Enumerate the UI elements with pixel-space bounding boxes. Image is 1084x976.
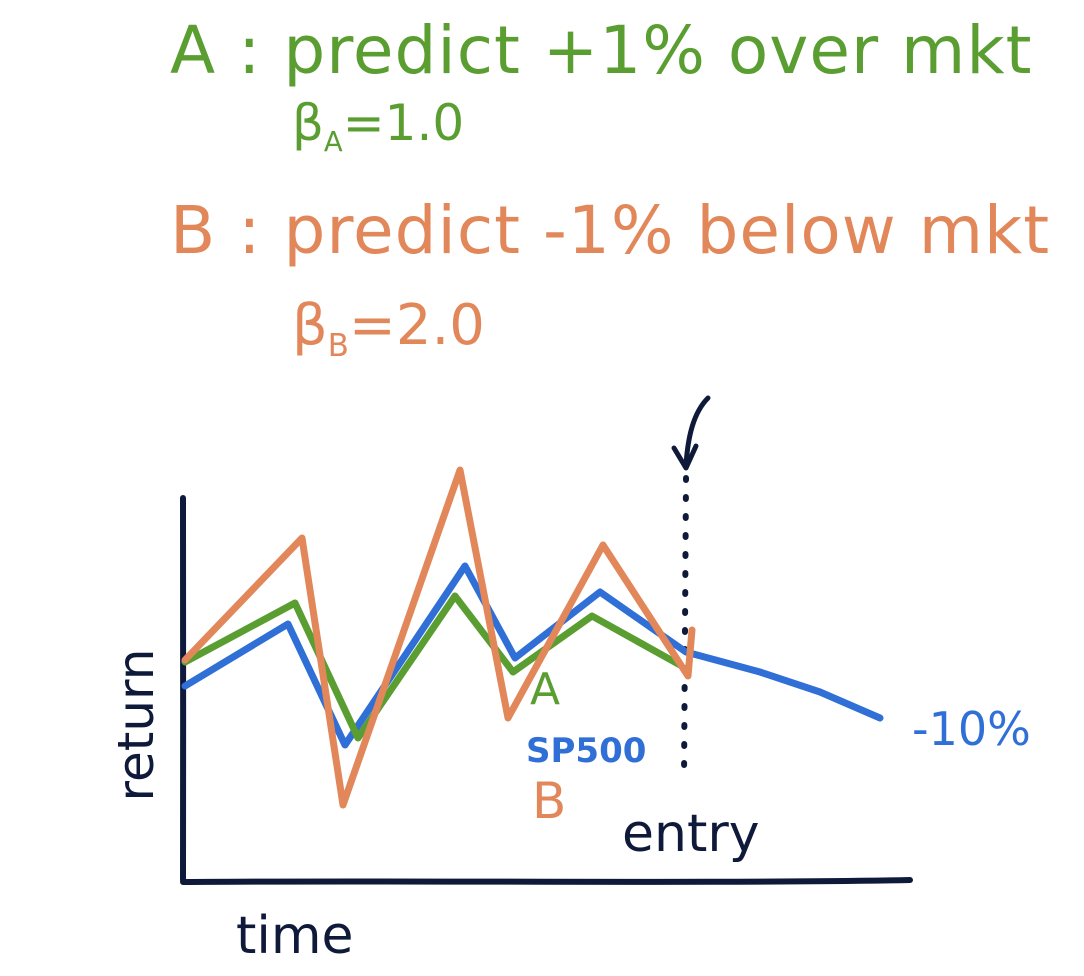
note-beta-a: βA=1.0 <box>292 98 464 157</box>
x-axis <box>180 877 913 885</box>
note-beta-b: βB=2.0 <box>292 298 485 362</box>
series-label-a: A <box>530 664 561 715</box>
note-a-letter: A <box>170 12 217 89</box>
entry-arrowhead <box>671 443 699 471</box>
beta-a-value: =1.0 <box>342 94 465 152</box>
series-label-b: B <box>532 772 567 830</box>
entry-dotted-line <box>681 475 689 783</box>
series-label-sp500: SP500 <box>526 731 647 771</box>
entry-label: entry <box>622 804 760 864</box>
y-axis <box>179 495 187 883</box>
y-axis-label: return <box>107 648 165 802</box>
x-axis-label: time <box>236 906 354 966</box>
beta-a-symbol: β <box>292 94 324 152</box>
beta-b-subscript: B <box>327 328 349 365</box>
future-return-label: -10% <box>912 702 1031 756</box>
stock-a-line <box>181 592 684 742</box>
beta-b-value: =2.0 <box>348 293 485 358</box>
beta-a-subscript: A <box>323 126 343 158</box>
stock-b-line <box>181 466 696 809</box>
note-b-text: : predict -1% below mkt <box>216 192 1051 269</box>
note-stock-b-prediction: B : predict -1% below mkt <box>170 198 1050 264</box>
note-stock-a-prediction: A : predict +1% over mkt <box>170 18 1032 84</box>
note-a-text: : predict +1% over mkt <box>216 12 1033 89</box>
entry-arrow <box>683 395 711 468</box>
note-b-letter: B <box>170 192 217 269</box>
beta-b-symbol: β <box>292 293 328 358</box>
